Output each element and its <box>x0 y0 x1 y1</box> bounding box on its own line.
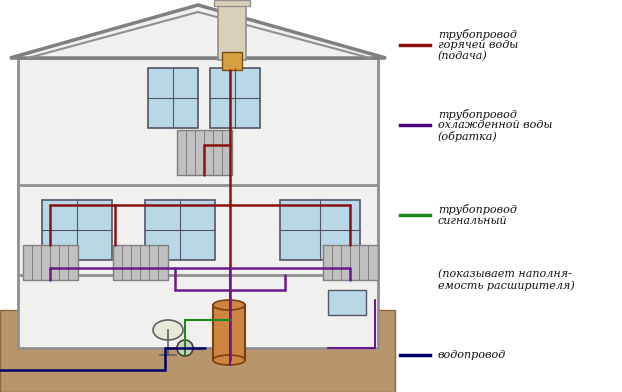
Text: охлажденной воды: охлажденной воды <box>438 120 552 130</box>
Text: водопровод: водопровод <box>438 350 506 360</box>
Text: сигнальный: сигнальный <box>438 216 508 225</box>
Bar <box>280 200 360 260</box>
Text: (показывает наполня-: (показывает наполня- <box>438 269 572 279</box>
Text: трубопровод: трубопровод <box>438 29 517 40</box>
Text: емость расширителя): емость расширителя) <box>438 280 575 291</box>
Text: трубопровод: трубопровод <box>438 204 517 215</box>
Bar <box>145 200 215 260</box>
Ellipse shape <box>213 300 245 310</box>
Bar <box>0 310 395 392</box>
Polygon shape <box>10 5 386 58</box>
Bar <box>322 245 378 280</box>
Text: (подача): (подача) <box>438 51 488 61</box>
Text: горячей воды: горячей воды <box>438 40 518 50</box>
Ellipse shape <box>213 355 245 365</box>
Circle shape <box>177 340 193 356</box>
Bar <box>328 290 366 315</box>
Bar <box>18 58 378 348</box>
Bar <box>210 68 260 128</box>
Bar <box>22 245 78 280</box>
Bar <box>218 0 246 60</box>
Bar <box>213 305 245 360</box>
Bar <box>214 0 250 6</box>
Bar <box>177 130 231 175</box>
Text: (обратка): (обратка) <box>438 131 498 142</box>
Ellipse shape <box>153 320 183 340</box>
Bar <box>113 245 167 280</box>
Bar <box>148 68 198 128</box>
Bar <box>42 200 112 260</box>
Text: трубопровод: трубопровод <box>438 109 517 120</box>
Bar <box>222 52 242 70</box>
